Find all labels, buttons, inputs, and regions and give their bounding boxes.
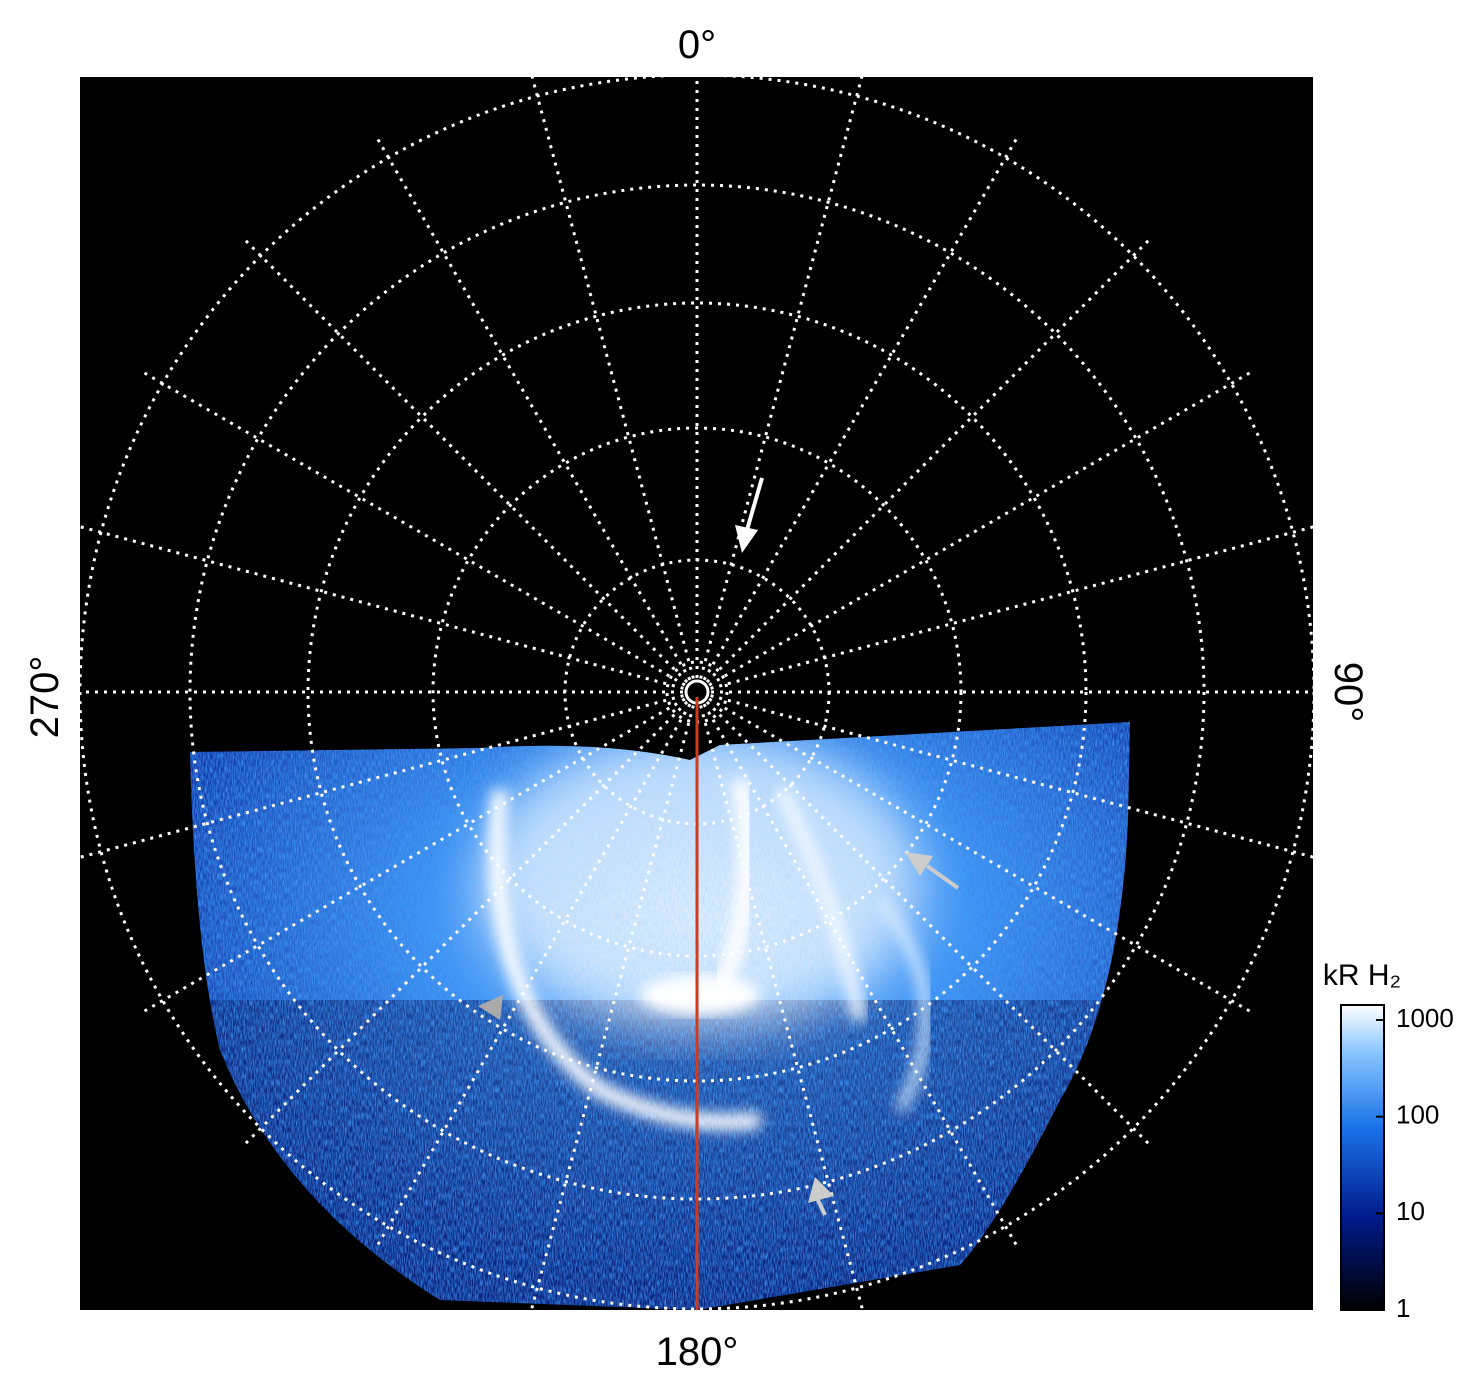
colorbar-tick-label: 100 xyxy=(1396,1100,1439,1130)
angle-label: 180° xyxy=(656,1330,739,1374)
angle-label: 90° xyxy=(1326,662,1370,723)
colorbar-tick-label: 1 xyxy=(1396,1293,1410,1323)
angle-label: 0° xyxy=(678,23,716,67)
colorbar-label: kR H₂ xyxy=(1323,959,1401,992)
colorbar-tick-label: 1000 xyxy=(1396,1003,1454,1033)
colorbar-tick-label: 10 xyxy=(1396,1196,1425,1226)
angle-label: 270° xyxy=(23,656,67,739)
latitude-circle xyxy=(188,183,1206,1201)
latitude-circle xyxy=(306,301,1088,1083)
colorbar-ticks: 1 10 100 1000 xyxy=(1376,1003,1454,1323)
colorbar xyxy=(1340,1004,1385,1311)
arrows xyxy=(478,477,960,1216)
